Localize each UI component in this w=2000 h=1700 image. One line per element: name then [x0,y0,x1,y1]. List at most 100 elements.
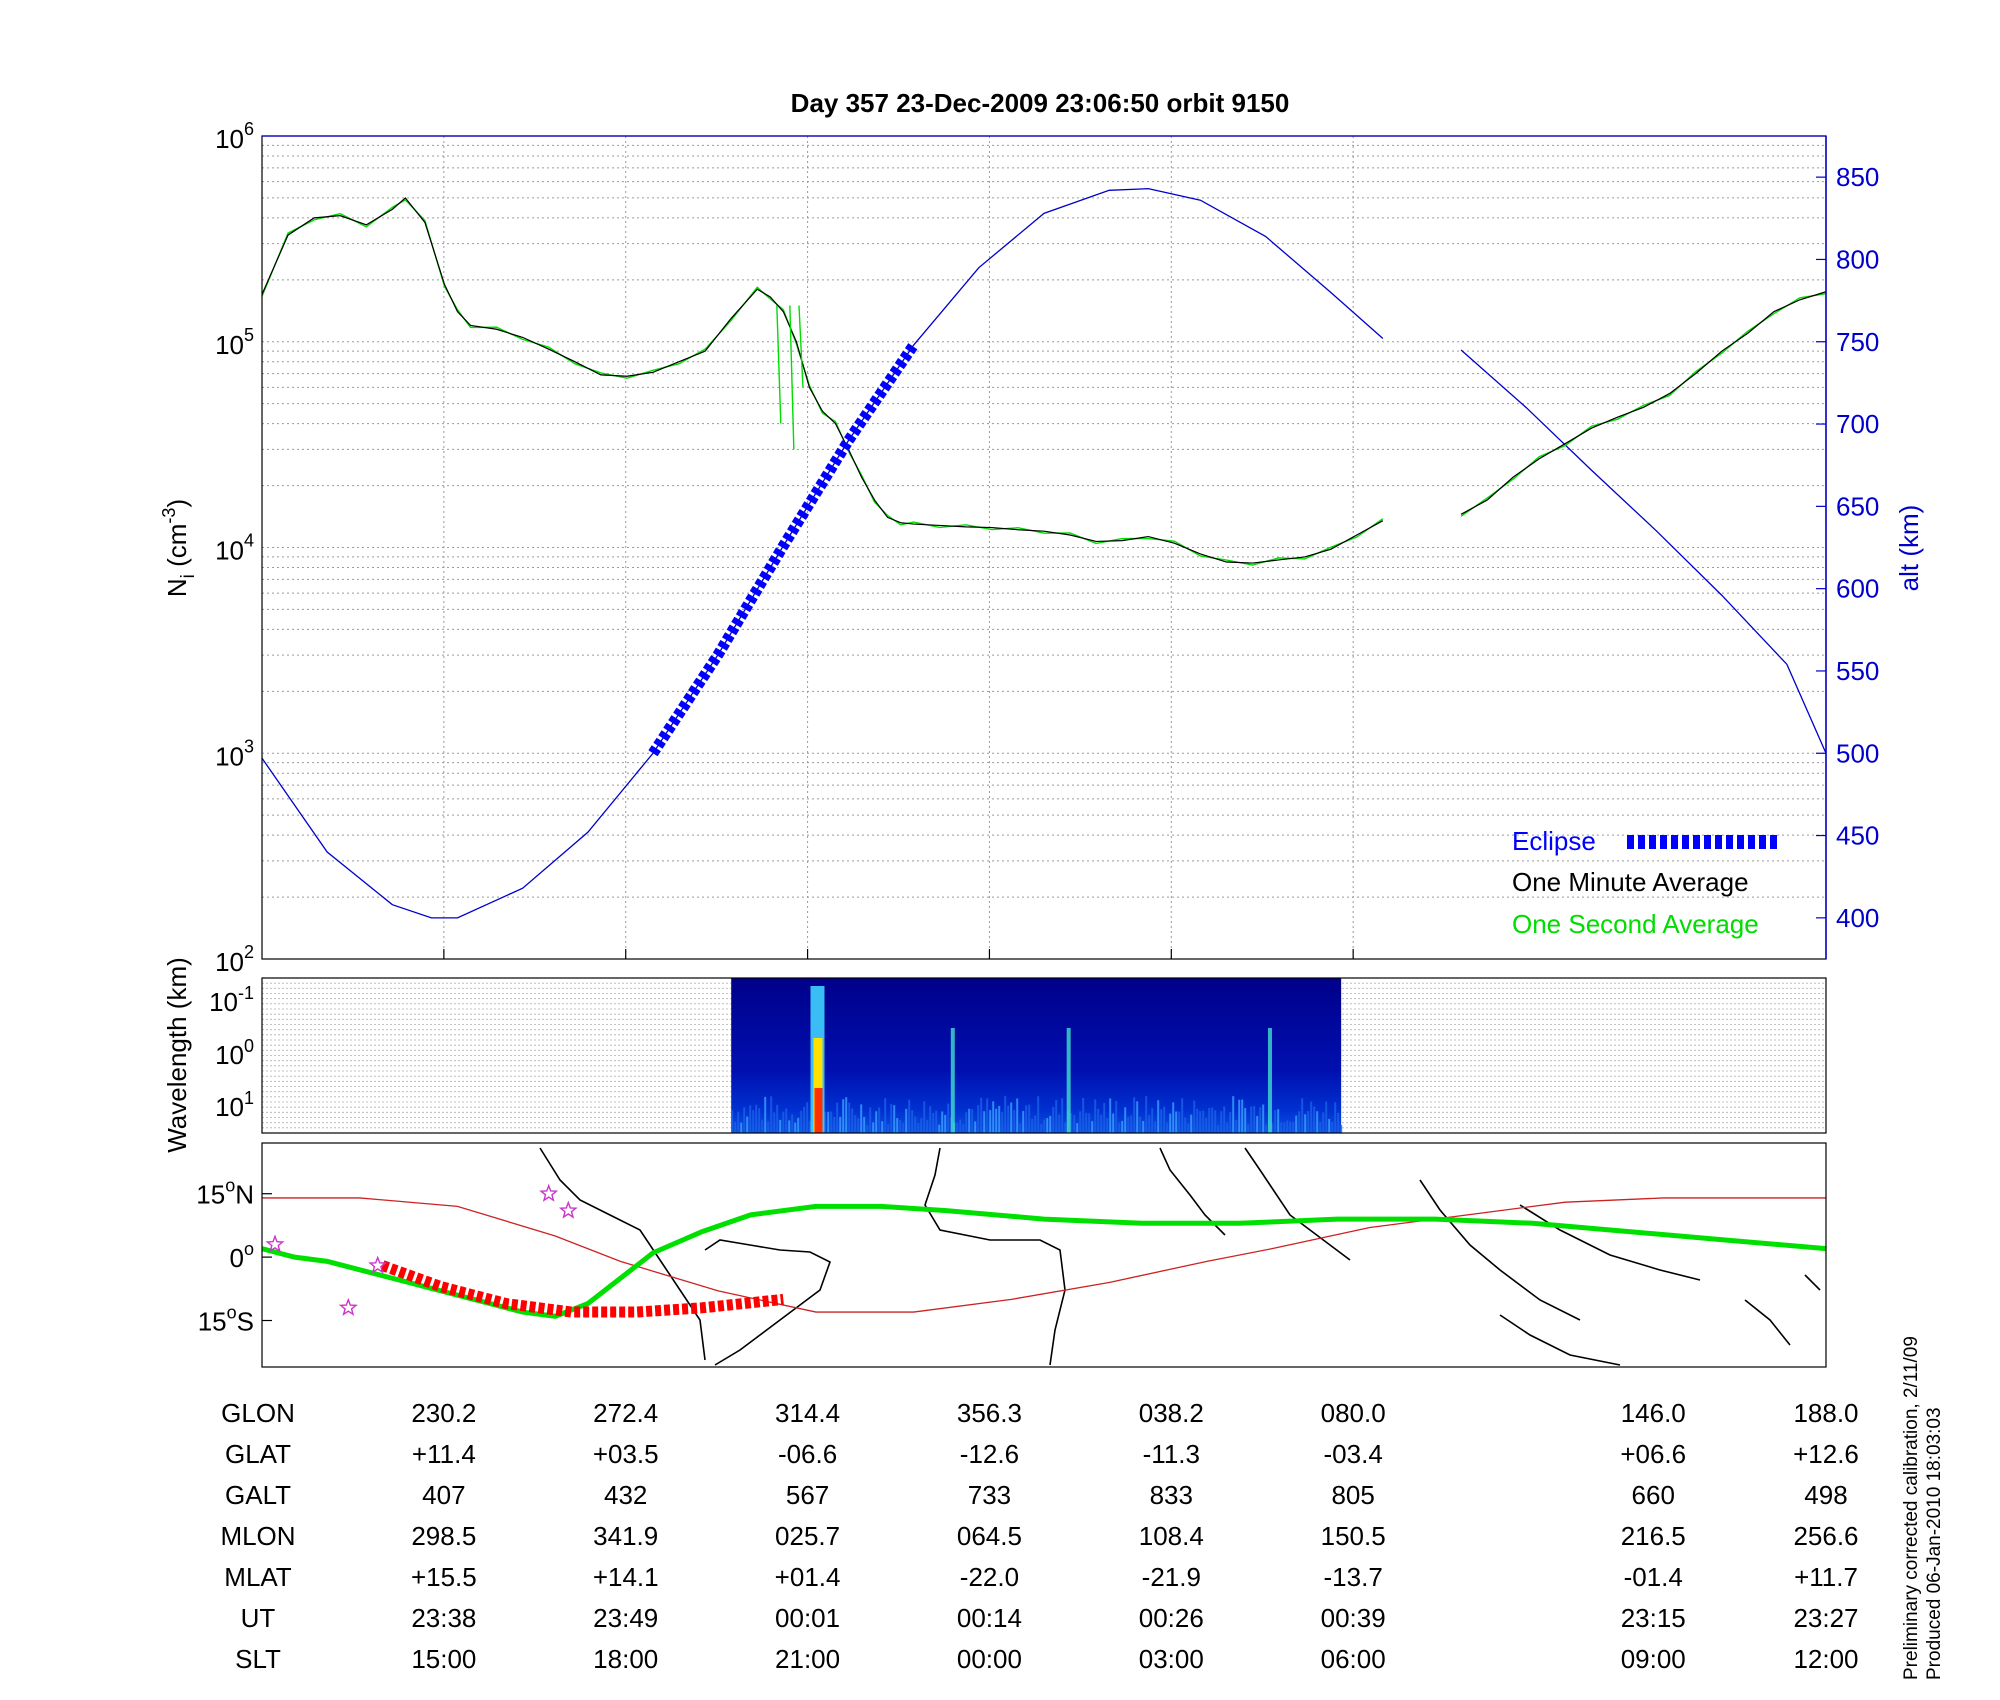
spectrogram-column [1313,1106,1316,1133]
spectrogram-column [755,1104,758,1133]
spectrogram-column [1223,1106,1226,1133]
density-tick-label: 103 [215,736,254,771]
altitude-tick-label: 500 [1836,738,1879,768]
legend-one-second: One Second Average [1512,909,1759,939]
spectrogram-column [797,1117,800,1133]
table-cell: 256.6 [1793,1521,1858,1551]
spectrogram-column [860,1104,863,1133]
spectrogram-column [1199,1111,1202,1133]
star-marker [539,1183,559,1202]
altitude-tick-label: 650 [1836,491,1879,521]
spectrogram-column [986,1098,989,1133]
spectrogram-column [1271,1123,1274,1133]
spectrogram-column [731,1110,734,1133]
spectrogram-column [905,1108,908,1133]
table-cell: 216.5 [1621,1521,1686,1551]
latitude-tick-label: 15oS [198,1303,254,1337]
altitude-tick-label: 450 [1836,821,1879,851]
spectrogram-column [851,1108,854,1133]
spectrogram-column [887,1124,890,1133]
spectrogram-column [734,1121,737,1133]
ground-track-line [261,1203,1827,1319]
spectrogram-column [983,1111,986,1133]
spectrogram-column [791,1114,794,1133]
footnote-calibration: Preliminary corrected calibration, 2/11/… [1901,1336,1922,1680]
table-cell: 09:00 [1621,1644,1686,1674]
spectrogram-column [803,1106,806,1133]
spectrogram-column [1178,1111,1181,1133]
spectrogram-column [1208,1107,1211,1133]
spectrogram-column [1001,1111,1004,1133]
table-cell: 150.5 [1321,1521,1386,1551]
table-cell: 733 [968,1480,1011,1510]
spectrogram-column [1016,1098,1019,1133]
table-row-label: GLAT [225,1439,291,1469]
spectrogram-image [731,978,1343,1133]
table-cell: -13.7 [1324,1562,1383,1592]
density-tick-label: 105 [215,325,254,360]
spectrogram-column [767,1121,770,1133]
spectrogram-column [965,1111,968,1133]
density-tick-label: 106 [215,119,254,154]
spectrogram-column [1121,1120,1124,1133]
table-cell: -12.6 [960,1439,1019,1469]
spectrogram-column [1241,1099,1244,1133]
spectrogram-column [746,1116,749,1133]
spectrogram-column [806,1102,809,1133]
ephemeris-table: GLON GLAT GALT MLON MLAT UT SLT 230.2 +11.4 407 29… [220,1398,1858,1674]
spectrogram-tick-label: 10-1 [209,983,254,1017]
table-cell: 064.5 [957,1521,1022,1551]
table-cell: +01.4 [775,1562,841,1592]
spectrogram-column [1235,1119,1238,1133]
table-cell: +12.6 [1793,1439,1859,1469]
spectrogram-column [1331,1121,1334,1133]
altitude-tick-label: 600 [1836,574,1879,604]
spectrogram-column [1232,1096,1235,1133]
spectrogram-column [863,1116,866,1133]
spectrogram-column [758,1108,761,1133]
map-tracks [261,1183,1827,1319]
spectrogram-column [1211,1107,1214,1133]
footnote-produced: Produced 06-Jan-2010 18:03:03 [1924,1407,1945,1680]
table-row-label: GALT [225,1480,291,1510]
table-cell: 080.0 [1321,1398,1386,1428]
spectrogram-column [866,1124,869,1133]
spectrogram-column [935,1110,938,1133]
spectrogram-column [1214,1110,1217,1133]
spectrogram-column [1280,1122,1283,1133]
chart-title: Day 357 23-Dec-2009 23:06:50 orbit 9150 [791,88,1290,118]
spectrogram-column [926,1120,929,1133]
spectrogram-column [1064,1122,1067,1133]
table-cell: 356.3 [957,1398,1022,1428]
spectrogram-column [1181,1098,1184,1133]
table-cell: 12:00 [1793,1644,1858,1674]
table-cell: 00:14 [957,1603,1022,1633]
table-cell: 230.2 [411,1398,476,1428]
spectrogram-column [1028,1104,1031,1133]
spectrogram-column [911,1110,914,1133]
map-latitude-ticks: 15oN 0o 15oS [196,1176,272,1337]
spectrogram-column [923,1101,926,1133]
altitude-axis-label: alt (km) [1894,505,1924,592]
table-cell: -11.3 [1143,1439,1200,1469]
spectrogram-column [824,1111,827,1133]
spectrogram-column [1127,1116,1130,1133]
table-cell: 23:49 [593,1603,658,1633]
spectrogram-column [773,1112,776,1133]
spectrogram-column [1100,1114,1103,1133]
spectrogram-column [980,1097,983,1133]
spectrogram-column [1010,1102,1013,1133]
spectrogram-column [1163,1106,1166,1133]
spectrogram-column [1253,1106,1256,1133]
spectrogram-column [1325,1101,1328,1133]
spectrogram-column [842,1099,845,1133]
spectrogram-column [1217,1124,1220,1133]
table-cell: 00:39 [1321,1603,1386,1633]
spectrogram-column [836,1102,839,1133]
spectrogram-column [1145,1096,1148,1133]
spectrogram-column [770,1096,773,1133]
spectrogram-column [875,1111,878,1133]
spectrogram-column [995,1108,998,1133]
spectrogram-column [1157,1100,1160,1133]
spectrogram-column [1130,1115,1133,1133]
